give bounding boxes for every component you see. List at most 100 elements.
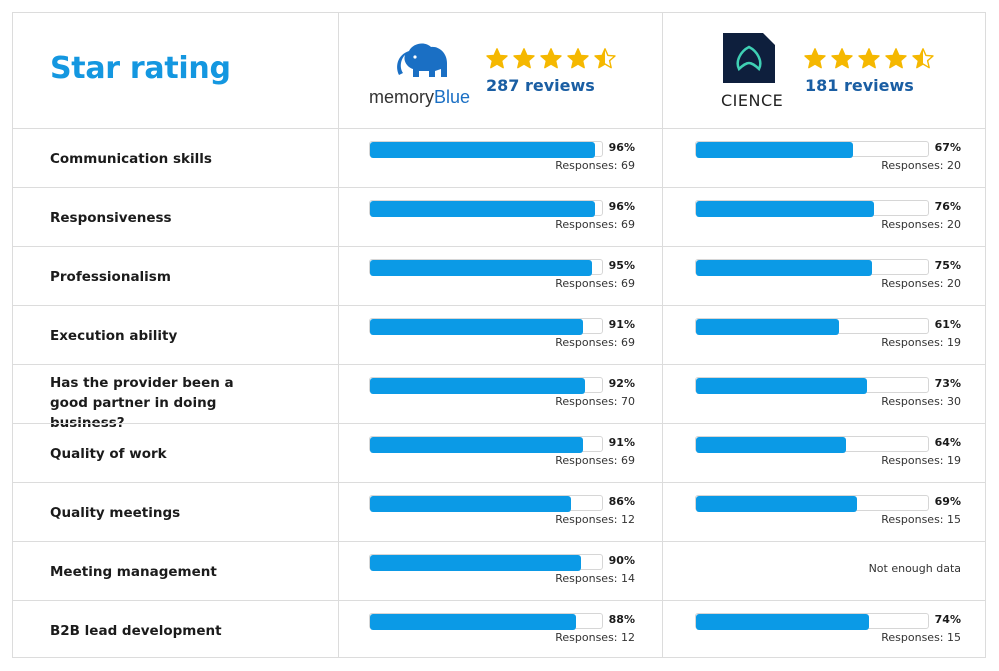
bar (370, 496, 572, 512)
percent-label: 88% (608, 613, 635, 626)
responses-label: Responses: 70 (555, 395, 635, 408)
bar (696, 378, 867, 394)
rating-cell: 96% Responses: 69 (369, 200, 635, 236)
rating-cell: 74% Responses: 15 (695, 613, 961, 649)
star-icon (486, 48, 508, 69)
responses-label: Responses: 20 (881, 277, 961, 290)
criterion-label: Communication skills (50, 151, 212, 167)
reviews-count: 287 reviews (486, 76, 595, 95)
bar-track (695, 318, 929, 335)
responses-label: Responses: 30 (881, 395, 961, 408)
bar (370, 201, 595, 217)
row-divider (13, 423, 985, 424)
criterion-label: B2B lead development (50, 623, 222, 639)
bar-track (369, 495, 603, 512)
responses-label: Responses: 14 (555, 572, 635, 585)
rating-cell: 95% Responses: 69 (369, 259, 635, 295)
criterion-label: Has the provider been a good partner in … (50, 375, 234, 431)
responses-label: Responses: 19 (881, 454, 961, 467)
row-divider (13, 246, 985, 247)
percent-label: 76% (934, 200, 961, 213)
column-divider (338, 13, 339, 657)
bar-track (369, 200, 603, 217)
percent-label: 64% (934, 436, 961, 449)
rating-cell: 75% Responses: 20 (695, 259, 961, 295)
responses-label: Responses: 69 (555, 218, 635, 231)
responses-label: Responses: 15 (881, 513, 961, 526)
bar-track (369, 613, 603, 630)
rating-cell: 76% Responses: 20 (695, 200, 961, 236)
criterion-label: Professionalism (50, 269, 171, 285)
criterion-label: Quality meetings (50, 505, 181, 521)
bar (370, 260, 593, 276)
rating-cell: 91% Responses: 69 (369, 436, 635, 472)
star-rating (803, 47, 935, 71)
star-rating (485, 47, 617, 71)
comparison-table: Star rating memoryBlue 287 reviews CIENC… (12, 12, 986, 658)
rating-cell: 69% Responses: 15 (695, 495, 961, 531)
bar (370, 555, 581, 571)
cience-mark-icon (723, 33, 775, 83)
percent-label: 75% (934, 259, 961, 272)
star-icon (885, 48, 907, 69)
criterion-label: Meeting management (50, 564, 217, 580)
bar-track (369, 141, 603, 158)
bar (696, 201, 874, 217)
star-icon (594, 48, 616, 69)
rating-cell: 64% Responses: 19 (695, 436, 961, 472)
bar (370, 319, 583, 335)
criterion-label: Quality of work (50, 446, 167, 462)
responses-label: Responses: 12 (555, 631, 635, 644)
memoryblue-logo: memoryBlue (369, 37, 471, 117)
rating-cell: 92% Responses: 70 (369, 377, 635, 413)
bar-track (369, 259, 603, 276)
percent-label: 74% (934, 613, 961, 626)
bar-track (695, 495, 929, 512)
percent-label: 67% (934, 141, 961, 154)
bar-track (695, 141, 929, 158)
star-icon (804, 48, 826, 69)
bar (696, 496, 858, 512)
percent-label: 90% (608, 554, 635, 567)
rating-cell: 61% Responses: 19 (695, 318, 961, 354)
rating-cell: 88% Responses: 12 (369, 613, 635, 649)
criterion-label: Execution ability (50, 328, 178, 344)
bar-track (695, 200, 929, 217)
rating-cell: 67% Responses: 20 (695, 141, 961, 177)
percent-label: 91% (608, 318, 635, 331)
row-divider (13, 305, 985, 306)
logo-word-memory: memory (369, 87, 435, 107)
percent-label: 73% (934, 377, 961, 390)
bar (370, 437, 583, 453)
star-icon (540, 48, 562, 69)
elephant-icon (397, 43, 447, 77)
rating-cell: 90% Responses: 14 (369, 554, 635, 590)
bar (696, 260, 872, 276)
bar (370, 142, 595, 158)
responses-label: Responses: 19 (881, 336, 961, 349)
logo-word-cience: CIENCE (721, 91, 784, 110)
row-divider (13, 482, 985, 483)
bar-track (695, 436, 929, 453)
no-data-label: Not enough data (868, 562, 961, 575)
bar-track (695, 377, 929, 394)
percent-label: 91% (608, 436, 635, 449)
star-icon (513, 48, 535, 69)
row-divider (13, 364, 985, 365)
bar (370, 614, 576, 630)
bar (696, 142, 853, 158)
logo-word-blue: Blue (434, 87, 471, 107)
percent-label: 95% (608, 259, 635, 272)
column-divider (662, 13, 663, 657)
responses-label: Responses: 12 (555, 513, 635, 526)
responses-label: Responses: 69 (555, 277, 635, 290)
responses-label: Responses: 20 (881, 159, 961, 172)
star-icon (567, 48, 589, 69)
row-divider (13, 187, 985, 188)
percent-label: 96% (608, 141, 635, 154)
bar (696, 319, 839, 335)
bar (696, 437, 846, 453)
bar (696, 614, 870, 630)
percent-label: 96% (608, 200, 635, 213)
rating-cell: 86% Responses: 12 (369, 495, 635, 531)
